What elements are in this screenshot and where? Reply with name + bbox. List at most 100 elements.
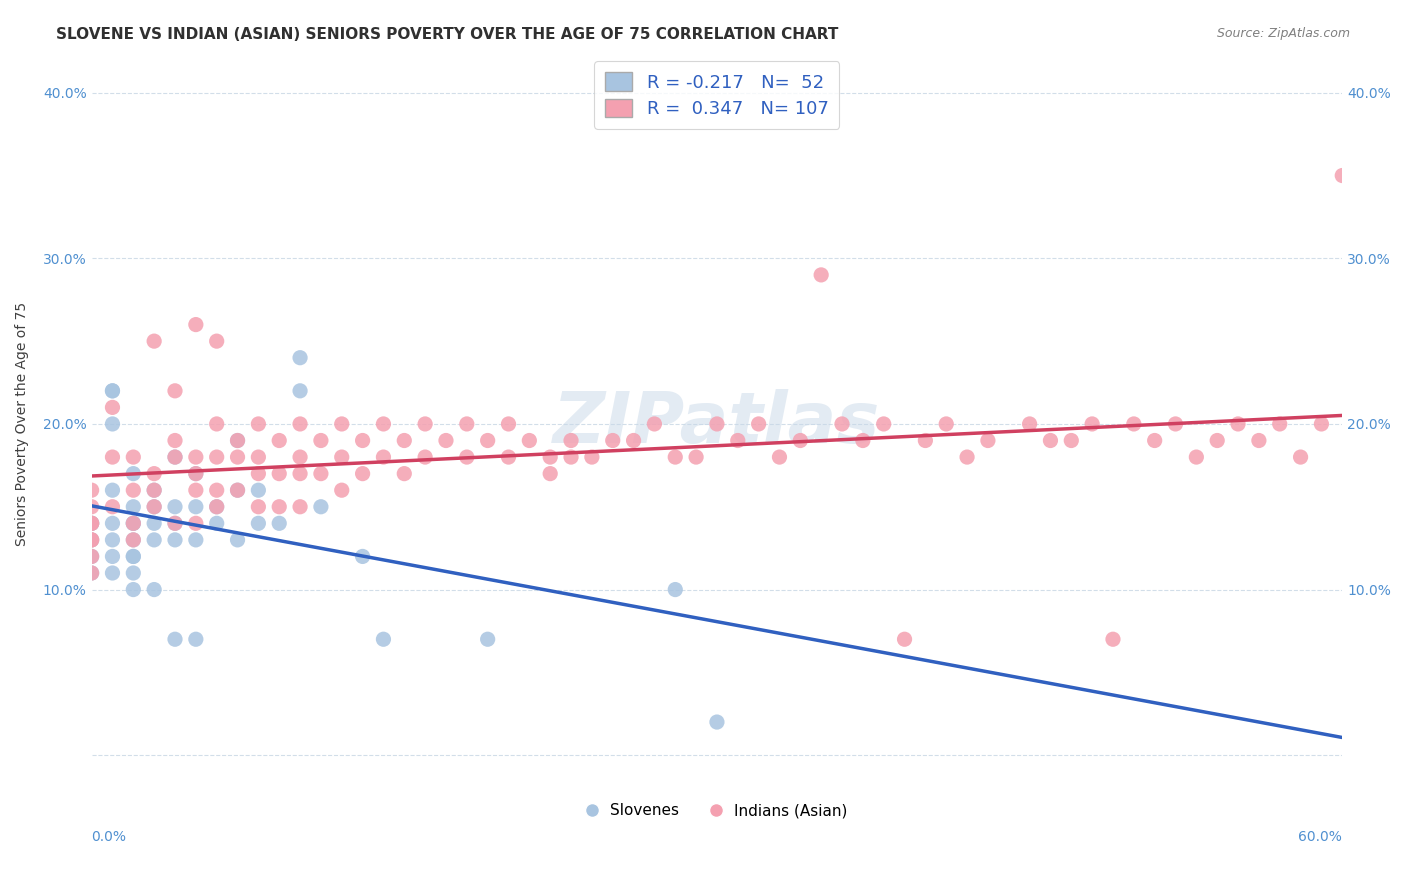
Point [434,434,457,448]
Point [80,533,103,547]
Text: Source: ZipAtlas.com: Source: ZipAtlas.com [1216,27,1350,40]
Point [163,434,186,448]
Point [163,516,186,531]
Y-axis label: Seniors Poverty Over the Age of 75: Seniors Poverty Over the Age of 75 [15,301,30,546]
Point [517,434,540,448]
Point [1331,169,1354,183]
Point [122,566,145,580]
Point [80,566,103,580]
Point [956,450,979,464]
Point [122,500,145,514]
Point [80,549,103,564]
Point [1268,417,1291,431]
Point [373,632,395,647]
Point [143,483,166,498]
Point [80,549,103,564]
Point [122,450,145,464]
Point [122,582,145,597]
Point [1122,417,1144,431]
Point [373,417,395,431]
Point [80,566,103,580]
Point [122,516,145,531]
Point [394,467,416,481]
Point [205,417,228,431]
Point [914,434,936,448]
Point [873,417,896,431]
Point [122,483,145,498]
Point [394,434,416,448]
Point [205,334,228,348]
Point [163,450,186,464]
Point [893,632,915,647]
Point [269,434,291,448]
Point [413,450,436,464]
Point [352,434,374,448]
Text: SLOVENE VS INDIAN (ASIAN) SENIORS POVERTY OVER THE AGE OF 75 CORRELATION CHART: SLOVENE VS INDIAN (ASIAN) SENIORS POVERT… [56,27,838,42]
Point [288,450,311,464]
Point [935,417,957,431]
Point [1018,417,1040,431]
Point [80,516,103,531]
Point [184,318,207,332]
Point [143,582,166,597]
Point [247,516,270,531]
Point [80,516,103,531]
Point [101,500,124,514]
Point [352,549,374,564]
Point [163,384,186,398]
Point [1247,434,1270,448]
Point [122,549,145,564]
Point [143,516,166,531]
Point [205,483,228,498]
Point [1310,417,1333,431]
Point [122,533,145,547]
Point [184,533,207,547]
Point [852,434,875,448]
Point [247,500,270,514]
Point [226,533,249,547]
Point [184,450,207,464]
Point [288,384,311,398]
Point [538,450,561,464]
Point [163,500,186,514]
Point [101,417,124,431]
Point [1060,434,1083,448]
Point [352,467,374,481]
Point [163,516,186,531]
Point [143,500,166,514]
Point [831,417,853,431]
Point [184,516,207,531]
Point [1039,434,1062,448]
Point [288,500,311,514]
Point [122,516,145,531]
Point [205,500,228,514]
Point [643,417,665,431]
Point [977,434,1000,448]
Point [163,450,186,464]
Point [748,417,770,431]
Point [269,500,291,514]
Point [706,417,728,431]
Text: ZIPatlas: ZIPatlas [553,390,880,458]
Point [309,500,332,514]
Point [330,483,353,498]
Point [122,516,145,531]
Point [581,450,603,464]
Point [80,500,103,514]
Point [623,434,645,448]
Point [80,533,103,547]
Point [143,334,166,348]
Point [122,533,145,547]
Point [205,500,228,514]
Point [226,483,249,498]
Point [163,632,186,647]
Point [269,467,291,481]
Point [1102,632,1125,647]
Point [456,450,478,464]
Point [80,516,103,531]
Point [373,450,395,464]
Point [143,483,166,498]
Point [101,384,124,398]
Point [184,632,207,647]
Point [477,632,499,647]
